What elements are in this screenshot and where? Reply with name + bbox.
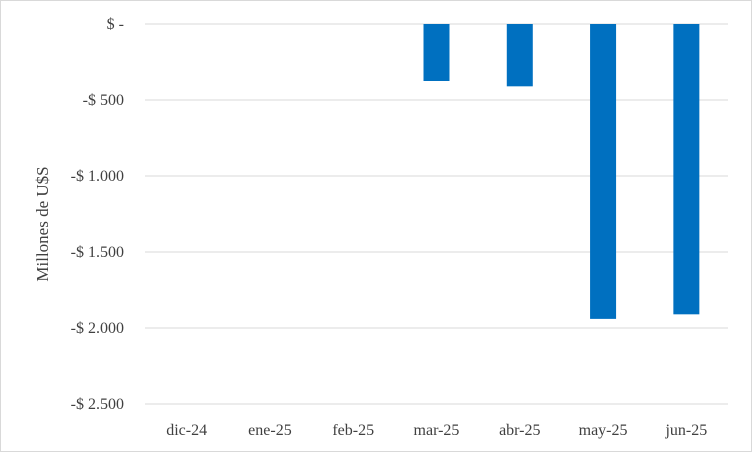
y-tick-label: -$ 2.500: [71, 396, 124, 413]
x-tick-label: may-25: [579, 422, 628, 439]
x-axis-ticks: dic-24 ene-25 feb-25 mar-25 abr-25 may-25 jun-…: [166, 422, 707, 439]
bar-jun-25: [673, 24, 700, 315]
y-axis-title: Millones de U$S: [33, 166, 52, 281]
y-tick-label: -$ 2.000: [71, 320, 124, 337]
x-tick-label: dic-24: [166, 422, 207, 439]
y-tick-label: $ -: [107, 16, 124, 33]
x-tick-label: ene-25: [248, 422, 292, 439]
x-tick-label: feb-25: [332, 422, 374, 439]
gridlines: [145, 23, 728, 405]
bar-may-25: [590, 24, 617, 319]
x-tick-label: mar-25: [414, 422, 460, 439]
x-tick-label: jun-25: [664, 422, 707, 439]
bar-abr-25: [506, 24, 533, 87]
y-tick-label: -$ 500: [83, 92, 124, 109]
bar-mar-25: [423, 24, 450, 81]
y-tick-label: -$ 1.500: [71, 244, 124, 261]
y-axis-ticks: $ - -$ 500 -$ 1.000 -$ 1.500 -$ 2.000 -$ 2.50…: [71, 16, 124, 413]
y-tick-label: -$ 1.000: [71, 168, 124, 185]
bars: [423, 24, 700, 319]
x-tick-label: abr-25: [499, 422, 540, 439]
